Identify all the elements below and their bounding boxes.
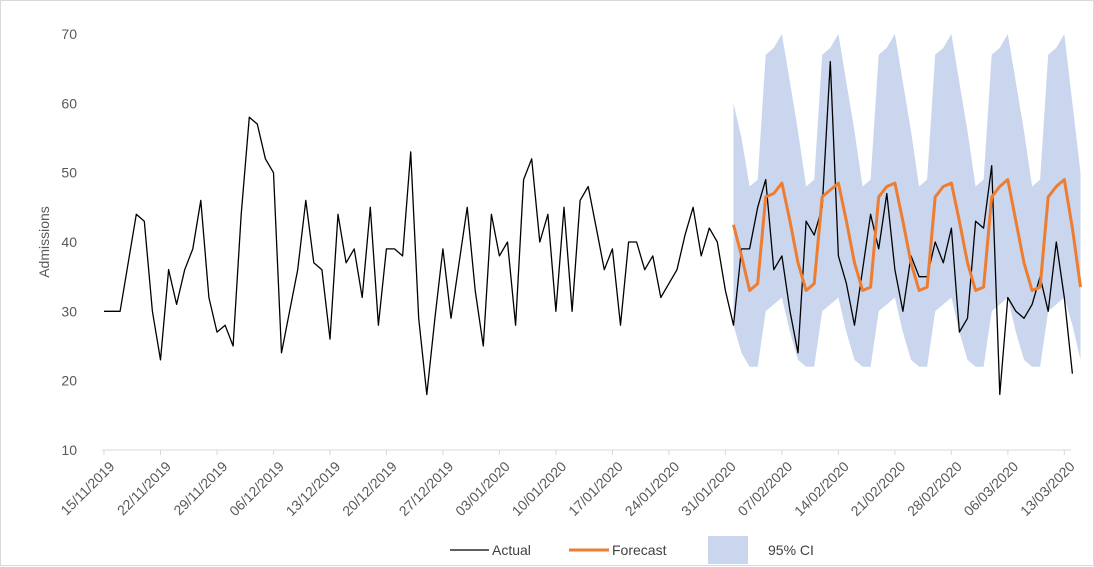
- legend-ci-label: 95% CI: [768, 542, 814, 558]
- y-tick-label: 20: [61, 373, 77, 389]
- x-tick-label: 06/03/2020: [960, 458, 1021, 519]
- x-tick-label: 13/12/2019: [283, 458, 344, 519]
- x-tick-label: 13/03/2020: [1017, 458, 1078, 519]
- x-tick-label: 17/01/2020: [565, 458, 626, 519]
- y-tick-label: 60: [61, 95, 77, 111]
- x-tick-label: 31/01/2020: [678, 458, 739, 519]
- x-tick-label: 21/02/2020: [847, 458, 908, 519]
- y-tick-label: 40: [61, 234, 77, 250]
- y-tick-label: 30: [61, 303, 77, 319]
- x-tick-label: 27/12/2019: [396, 458, 457, 519]
- x-tick-label: 22/11/2019: [114, 458, 174, 518]
- y-tick-label: 50: [61, 165, 77, 181]
- x-tick-label: 14/02/2020: [791, 458, 852, 519]
- x-tick-label: 29/11/2019: [170, 458, 230, 518]
- x-tick-label: 06/12/2019: [226, 458, 287, 519]
- y-tick-label: 70: [61, 26, 77, 42]
- x-tick-label: 10/01/2020: [509, 458, 570, 519]
- x-tick-label: 28/02/2020: [904, 458, 965, 519]
- y-axis-title: Admissions: [36, 206, 52, 278]
- x-tick-label: 07/02/2020: [734, 458, 795, 519]
- ci-band-area: [733, 34, 1081, 367]
- legend-actual-label: Actual: [492, 542, 531, 558]
- x-tick-label: 03/01/2020: [452, 458, 513, 519]
- y-tick-label: 10: [61, 442, 77, 458]
- legend-ci-swatch: [708, 536, 748, 564]
- x-tick-label: 20/12/2019: [339, 458, 400, 519]
- legend-forecast-label: Forecast: [612, 542, 667, 558]
- x-tick-label: 15/11/2019: [57, 458, 117, 518]
- series-forecast-line: [732, 178, 1082, 292]
- x-tick-label: 24/01/2020: [622, 458, 683, 519]
